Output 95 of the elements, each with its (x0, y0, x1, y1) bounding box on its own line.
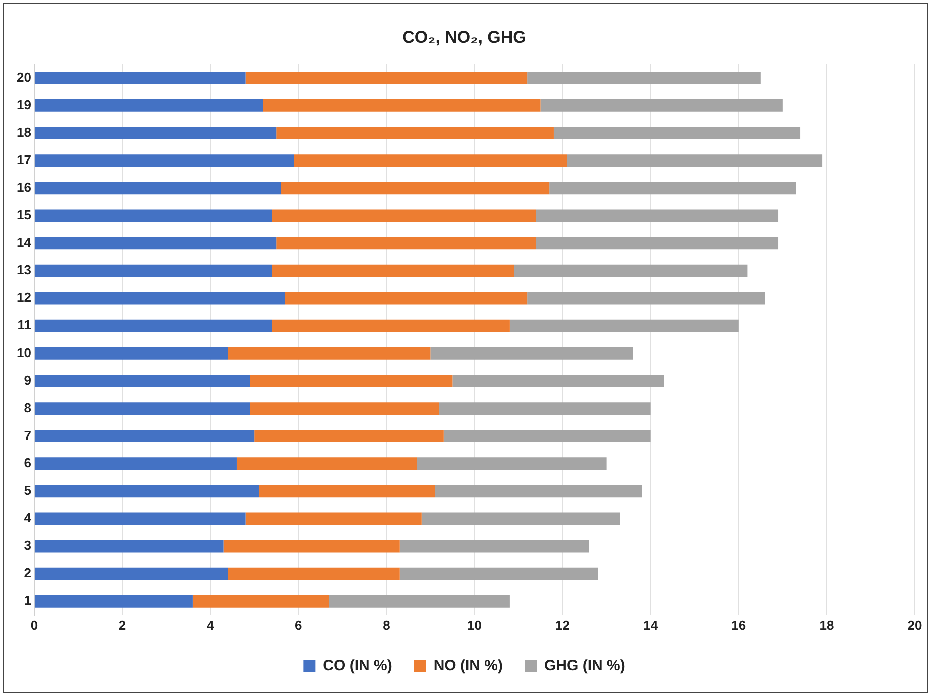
x-tick-label: 8 (383, 618, 390, 633)
bar (34, 595, 193, 608)
bar (250, 375, 453, 388)
bar (430, 347, 634, 360)
y-tick-label: 5 (24, 483, 32, 498)
bar (34, 347, 228, 360)
bar (34, 540, 224, 553)
bar (422, 512, 620, 526)
chart-title: CO₂, NO₂, GHG (402, 28, 526, 47)
bar (34, 72, 246, 84)
bar (536, 237, 779, 250)
bar (272, 210, 536, 222)
x-tick-label: 20 (908, 618, 922, 633)
bar (246, 512, 422, 526)
y-tick-label: 8 (24, 400, 32, 416)
bar (400, 568, 598, 580)
y-tick-label: 4 (24, 510, 32, 526)
bar (34, 485, 259, 498)
bar (550, 182, 796, 195)
legend-label: CO (IN %) (323, 658, 392, 675)
bar (254, 430, 444, 443)
bar (34, 237, 277, 250)
y-tick-label: 14 (16, 235, 32, 250)
bar (34, 264, 272, 278)
bar (276, 237, 536, 250)
bar (34, 292, 286, 305)
bar (528, 72, 761, 84)
x-tick-label: 2 (118, 618, 126, 633)
bar (435, 485, 642, 498)
bar (192, 595, 330, 608)
y-tick-label: 3 (24, 538, 32, 554)
bar (34, 568, 228, 580)
y-tick-label: 1 (24, 593, 32, 608)
bar (34, 430, 255, 443)
bar (281, 182, 550, 195)
x-tick-label: 12 (556, 618, 570, 633)
y-tick-label: 13 (16, 262, 32, 278)
bar (228, 347, 431, 360)
y-tick-label: 19 (16, 97, 32, 112)
bar (250, 402, 440, 415)
bar (263, 100, 541, 112)
bar (34, 320, 272, 332)
bar (246, 72, 528, 84)
y-tick-label: 17 (16, 152, 32, 168)
bar (34, 182, 282, 195)
bar (510, 320, 739, 332)
y-tick-label: 9 (24, 372, 32, 388)
bar (329, 595, 510, 608)
bar (536, 210, 779, 222)
x-tick-label: 0 (30, 618, 38, 633)
bar (224, 540, 400, 553)
y-tick-label: 10 (16, 345, 32, 360)
y-tick-label: 12 (16, 290, 32, 306)
y-tick-label: 20 (16, 70, 32, 85)
y-tick-label: 15 (16, 208, 32, 223)
bar (272, 264, 514, 278)
bar (540, 100, 783, 112)
legend-label: GHG (IN %) (544, 658, 626, 675)
y-tick-label: 2 (24, 566, 32, 581)
bar (34, 402, 250, 415)
legend-label: NO (IN %) (434, 658, 504, 675)
bar (259, 485, 436, 498)
x-tick-label: 14 (644, 618, 659, 633)
bar (34, 458, 237, 470)
bar (34, 154, 294, 168)
bar (554, 127, 801, 140)
bar (34, 512, 246, 526)
x-tick-label: 10 (467, 618, 482, 633)
y-tick-label: 6 (24, 455, 32, 470)
bar (34, 100, 264, 112)
bar (34, 127, 277, 140)
x-tick-label: 4 (206, 618, 215, 633)
y-tick-label: 18 (16, 124, 32, 140)
bar (440, 402, 651, 415)
y-tick-label: 16 (16, 180, 32, 195)
bar (34, 375, 250, 388)
bar (444, 430, 651, 443)
bar (528, 292, 766, 305)
bar (236, 458, 418, 470)
bar (276, 127, 554, 140)
bar (34, 210, 272, 222)
x-tick-label: 16 (732, 618, 746, 633)
y-tick-label: 11 (18, 318, 32, 333)
bar (417, 458, 607, 470)
bar (228, 568, 400, 580)
x-tick-label: 6 (295, 618, 302, 633)
bar (514, 264, 748, 278)
y-tick-label: 7 (24, 428, 32, 443)
bar (452, 375, 664, 388)
bar (285, 292, 528, 305)
bar (400, 540, 590, 553)
bar (294, 154, 568, 168)
bar (567, 154, 823, 168)
bar (272, 320, 510, 332)
x-tick-label: 18 (820, 618, 834, 633)
